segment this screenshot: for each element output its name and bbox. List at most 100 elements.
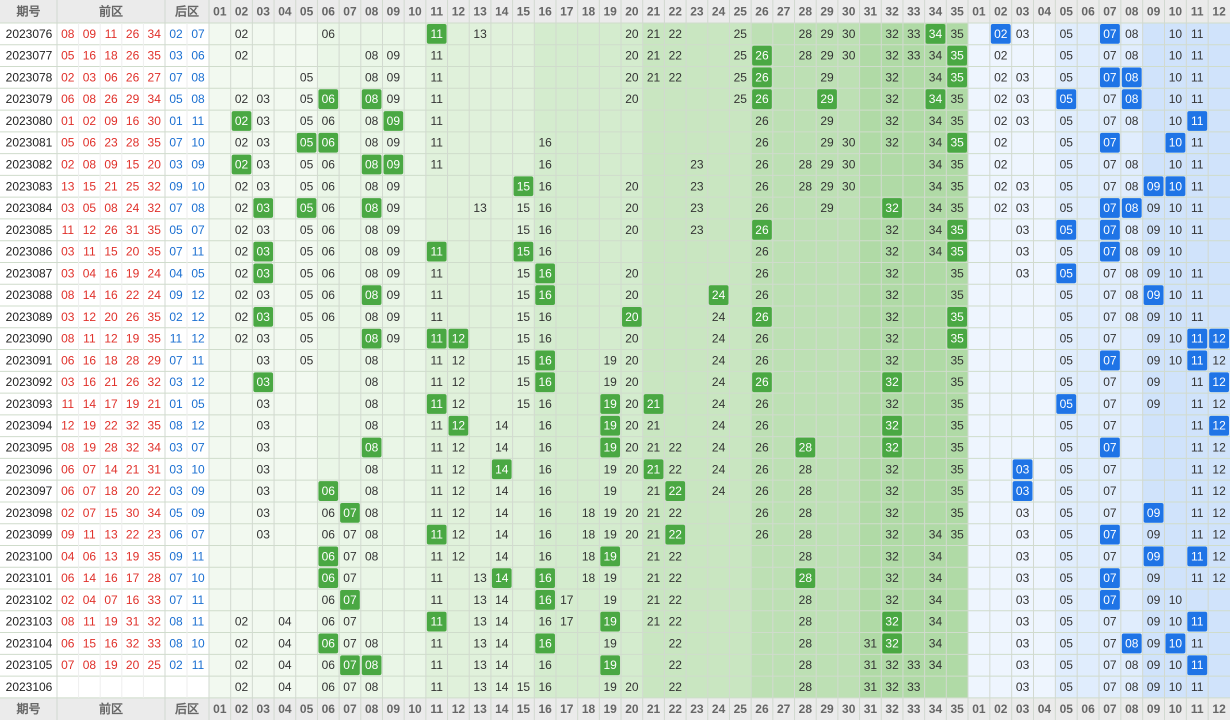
grid-number: 09 bbox=[387, 201, 401, 215]
column-band bbox=[490, 23, 514, 698]
grid-number: 05 bbox=[300, 70, 314, 84]
grid-number: 05 bbox=[1060, 549, 1074, 563]
hit-cell bbox=[817, 89, 837, 110]
hit-number: 11 bbox=[1191, 332, 1204, 346]
header-cell: 14 bbox=[495, 702, 509, 716]
period: 2023077 bbox=[6, 49, 53, 63]
grid-number: 12 bbox=[452, 484, 466, 498]
back-number: 11 bbox=[192, 593, 205, 607]
header-cell: 26 bbox=[755, 702, 769, 716]
grid-number: 35 bbox=[950, 441, 964, 455]
grid-number: 34 bbox=[929, 615, 943, 629]
grid-number: 12 bbox=[452, 528, 466, 542]
front-number: 19 bbox=[104, 658, 118, 672]
front-number: 26 bbox=[104, 223, 118, 237]
grid-number: 11 bbox=[430, 158, 443, 172]
grid-number: 22 bbox=[669, 680, 683, 694]
hit-cell bbox=[1100, 241, 1120, 262]
header-cell: 期号 bbox=[16, 4, 40, 19]
grid-number: 12 bbox=[452, 375, 466, 389]
back-number: 11 bbox=[192, 615, 205, 629]
grid-number: 03 bbox=[257, 353, 271, 367]
grid-number: 19 bbox=[604, 484, 618, 498]
hit-cell bbox=[600, 415, 621, 436]
hit-number: 28 bbox=[799, 441, 813, 455]
back-number: 07 bbox=[169, 245, 183, 259]
grid-number: 09 bbox=[1147, 375, 1161, 389]
hit-cell bbox=[1121, 89, 1142, 110]
header-cell: 08 bbox=[1125, 5, 1139, 19]
grid-number: 28 bbox=[799, 680, 813, 694]
grid-number: 06 bbox=[322, 114, 336, 128]
back-number: 10 bbox=[191, 179, 205, 193]
hit-number: 07 bbox=[1103, 70, 1117, 84]
front-number: 16 bbox=[126, 114, 140, 128]
grid-number: 11 bbox=[1191, 223, 1204, 237]
grid-number: 35 bbox=[950, 353, 964, 367]
header-cell: 12 bbox=[1212, 5, 1226, 19]
grid-number: 09 bbox=[1147, 353, 1161, 367]
hit-number: 07 bbox=[1103, 593, 1117, 607]
grid-number: 34 bbox=[929, 636, 943, 650]
grid-number: 14 bbox=[495, 484, 509, 498]
grid-number: 03 bbox=[1016, 615, 1030, 629]
grid-number: 02 bbox=[235, 179, 249, 193]
grid-number: 11 bbox=[1191, 49, 1204, 63]
grid-number: 10 bbox=[1169, 615, 1183, 629]
grid-number: 35 bbox=[950, 27, 964, 41]
grid-number: 11 bbox=[1191, 158, 1204, 172]
grid-number: 23 bbox=[690, 158, 704, 172]
column-band bbox=[968, 23, 991, 698]
grid-number: 08 bbox=[365, 223, 379, 237]
grid-number: 08 bbox=[365, 397, 379, 411]
front-number: 16 bbox=[126, 593, 140, 607]
hit-cell bbox=[1187, 350, 1208, 371]
grid-number: 02 bbox=[994, 136, 1008, 150]
hit-number: 11 bbox=[430, 397, 443, 411]
grid-number: 34 bbox=[929, 49, 943, 63]
grid-number: 05 bbox=[1060, 27, 1074, 41]
grid-number: 32 bbox=[885, 288, 899, 302]
grid-number: 09 bbox=[387, 92, 401, 106]
header-cell: 01 bbox=[972, 702, 986, 716]
grid-number: 32 bbox=[885, 484, 899, 498]
front-number: 03 bbox=[83, 70, 97, 84]
grid-number: 02 bbox=[235, 245, 249, 259]
front-number: 19 bbox=[83, 441, 97, 455]
hit-number: 12 bbox=[1212, 375, 1226, 389]
grid-number: 08 bbox=[1125, 658, 1139, 672]
front-number: 05 bbox=[83, 201, 97, 215]
grid-number: 09 bbox=[387, 245, 401, 259]
grid-number: 08 bbox=[1125, 245, 1139, 259]
hit-cell bbox=[231, 154, 252, 175]
hit-cell bbox=[318, 89, 339, 110]
back-number: 05 bbox=[169, 223, 183, 237]
grid-number: 03 bbox=[1016, 223, 1030, 237]
header-cell: 06 bbox=[322, 702, 336, 716]
hit-cell bbox=[752, 89, 772, 110]
front-number: 28 bbox=[126, 353, 140, 367]
grid-number: 22 bbox=[669, 636, 683, 650]
hit-cell bbox=[296, 198, 317, 218]
front-number: 24 bbox=[148, 288, 162, 302]
hit-cell bbox=[448, 328, 469, 349]
grid-number: 03 bbox=[1016, 549, 1030, 563]
front-number: 32 bbox=[148, 201, 162, 215]
grid-number: 13 bbox=[473, 615, 487, 629]
header-cell: 07 bbox=[1103, 702, 1117, 716]
grid-number: 19 bbox=[604, 353, 618, 367]
grid-number: 12 bbox=[452, 549, 466, 563]
header-cell: 21 bbox=[647, 5, 661, 19]
hit-number: 35 bbox=[950, 49, 964, 63]
grid-number: 03 bbox=[257, 332, 271, 346]
grid-number: 10 bbox=[1169, 288, 1183, 302]
grid-number: 03 bbox=[257, 528, 271, 542]
hit-number: 08 bbox=[1125, 92, 1139, 106]
front-number: 35 bbox=[148, 310, 162, 324]
grid-number: 35 bbox=[950, 92, 964, 106]
grid-number: 11 bbox=[430, 266, 443, 280]
hit-number: 14 bbox=[495, 571, 509, 585]
hit-cell bbox=[1121, 198, 1142, 218]
grid-number: 29 bbox=[820, 49, 834, 63]
header-cell: 23 bbox=[690, 702, 704, 716]
